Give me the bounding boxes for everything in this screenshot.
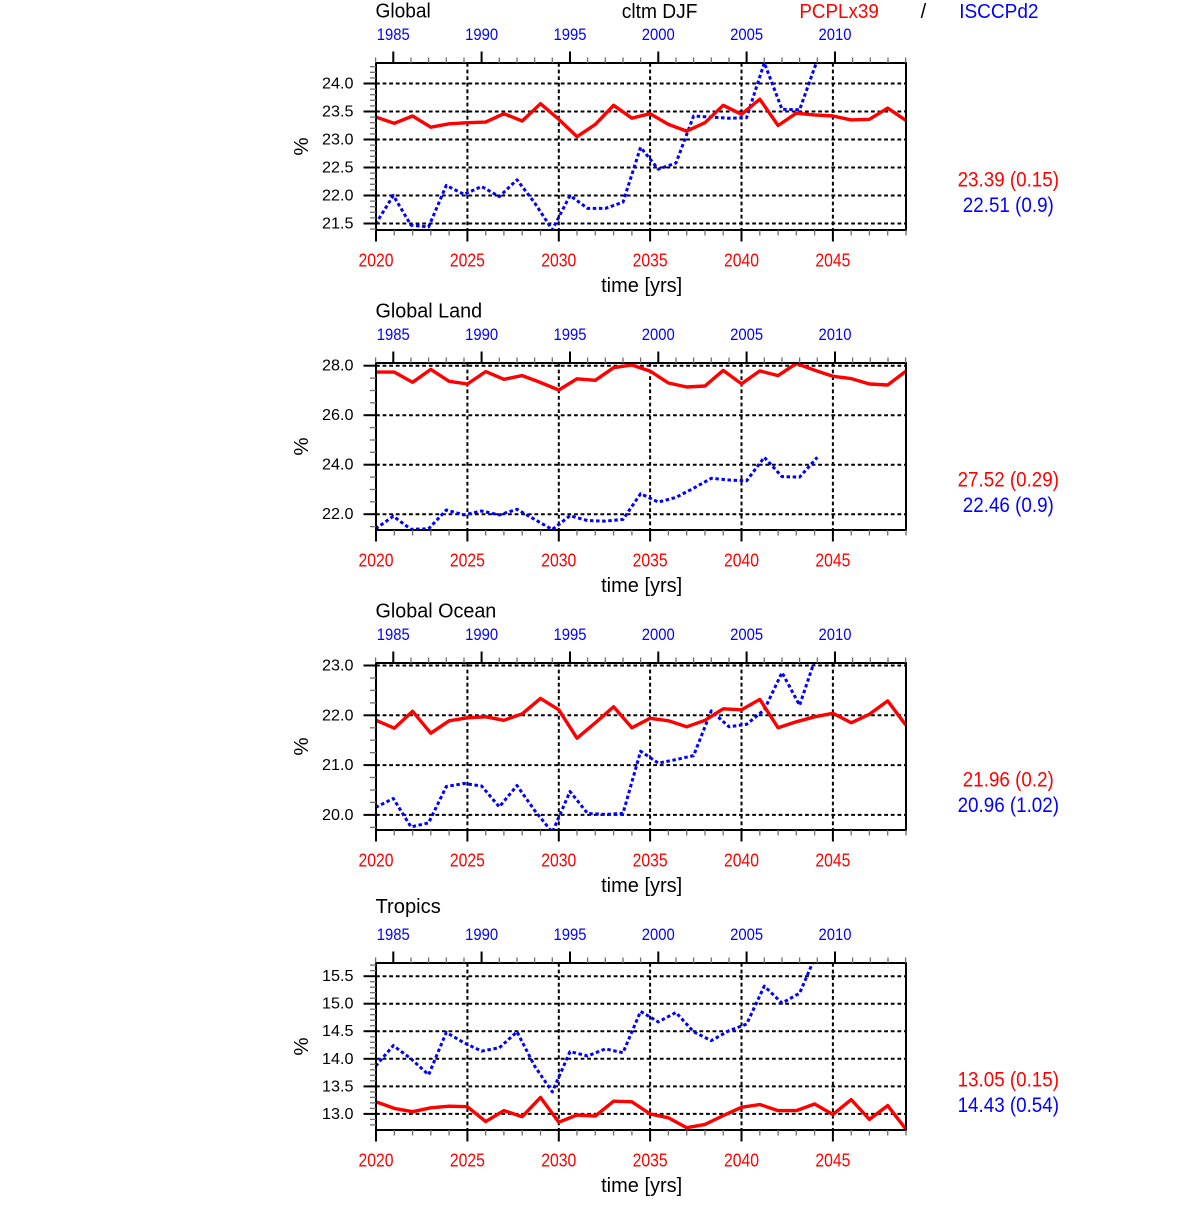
svg-text:time [yrs]: time [yrs] [601,875,682,897]
svg-text:Global Ocean: Global Ocean [376,601,497,623]
svg-text:2020: 2020 [359,1151,394,1171]
svg-text:ISCCPd2: ISCCPd2 [959,1,1038,23]
svg-text:13.05 (0.15): 13.05 (0.15) [958,1067,1059,1091]
svg-text:2030: 2030 [541,1151,576,1171]
svg-text:%: % [290,1037,313,1055]
svg-text:1995: 1995 [554,325,587,344]
svg-text:2040: 2040 [724,1151,759,1171]
svg-text:Global Land: Global Land [376,301,483,323]
svg-text:PCPLx39: PCPLx39 [799,1,878,23]
svg-text:14.0: 14.0 [322,1051,354,1068]
svg-text:22.0: 22.0 [322,707,354,724]
svg-text:2020: 2020 [359,851,394,871]
svg-text:22.0: 22.0 [322,188,354,205]
svg-text:2000: 2000 [642,325,675,344]
svg-text:14.5: 14.5 [322,1023,354,1040]
svg-text:%: % [290,737,313,755]
svg-text:2040: 2040 [724,551,759,571]
svg-text:14.43 (0.54): 14.43 (0.54) [958,1093,1059,1117]
svg-text:23.5: 23.5 [322,104,354,121]
svg-text:2025: 2025 [450,551,485,571]
svg-text:2040: 2040 [724,851,759,871]
svg-text:1990: 1990 [465,625,498,644]
svg-text:%: % [290,137,313,155]
svg-text:cltm DJF: cltm DJF [622,1,698,23]
svg-text:2005: 2005 [730,325,763,344]
svg-text:2005: 2005 [730,625,763,644]
svg-text:22.46 (0.9): 22.46 (0.9) [963,493,1054,517]
svg-text:2025: 2025 [450,1151,485,1171]
svg-text:1990: 1990 [465,25,498,44]
svg-text:2035: 2035 [633,551,668,571]
svg-text:2020: 2020 [359,551,394,571]
svg-text:23.39 (0.15): 23.39 (0.15) [958,167,1059,191]
svg-text:2025: 2025 [450,251,485,271]
svg-text:23.0: 23.0 [322,132,354,149]
svg-text:2010: 2010 [819,925,852,944]
svg-text:2040: 2040 [724,251,759,271]
svg-text:2010: 2010 [819,625,852,644]
svg-text:time [yrs]: time [yrs] [601,275,682,297]
svg-text:21.0: 21.0 [322,757,354,774]
svg-text:22.51 (0.9): 22.51 (0.9) [963,193,1054,217]
svg-text:time [yrs]: time [yrs] [601,1175,682,1197]
svg-text:1985: 1985 [377,625,410,644]
svg-text:28.0: 28.0 [322,358,354,375]
svg-text:1985: 1985 [377,25,410,44]
svg-text:15.5: 15.5 [322,968,354,985]
svg-text:2035: 2035 [633,1151,668,1171]
svg-text:23.0: 23.0 [322,658,354,675]
svg-text:22.5: 22.5 [322,160,354,177]
svg-text:1985: 1985 [377,925,410,944]
svg-text:24.0: 24.0 [322,457,354,474]
svg-text:Global: Global [376,1,431,23]
svg-text:1995: 1995 [554,625,587,644]
svg-text:1990: 1990 [465,325,498,344]
svg-text:20.96 (1.02): 20.96 (1.02) [958,793,1059,817]
svg-text:2000: 2000 [642,625,675,644]
svg-text:2010: 2010 [819,325,852,344]
svg-text:2000: 2000 [642,925,675,944]
svg-text:%: % [290,437,313,455]
svg-text:2005: 2005 [730,25,763,44]
svg-text:2045: 2045 [815,251,850,271]
svg-text:2035: 2035 [633,251,668,271]
svg-text:15.0: 15.0 [322,996,354,1013]
svg-text:13.0: 13.0 [322,1106,354,1123]
svg-text:24.0: 24.0 [322,76,354,93]
svg-text:1990: 1990 [465,925,498,944]
svg-text:27.52 (0.29): 27.52 (0.29) [958,467,1059,491]
svg-text:1995: 1995 [554,25,587,44]
svg-text:13.5: 13.5 [322,1078,354,1095]
svg-text:21.96 (0.2): 21.96 (0.2) [963,767,1054,791]
svg-text:2045: 2045 [815,1151,850,1171]
svg-text:/: / [921,1,927,23]
svg-text:2045: 2045 [815,851,850,871]
svg-text:2035: 2035 [633,851,668,871]
svg-text:2020: 2020 [359,251,394,271]
svg-text:22.0: 22.0 [322,506,354,523]
svg-text:21.5: 21.5 [322,216,354,233]
svg-text:1995: 1995 [554,925,587,944]
svg-text:26.0: 26.0 [322,407,354,424]
svg-text:time [yrs]: time [yrs] [601,575,682,597]
svg-text:2010: 2010 [819,25,852,44]
svg-text:2030: 2030 [541,551,576,571]
svg-text:1985: 1985 [377,325,410,344]
svg-text:2000: 2000 [642,25,675,44]
svg-text:2005: 2005 [730,925,763,944]
svg-text:2045: 2045 [815,551,850,571]
svg-text:Tropics: Tropics [376,896,441,918]
svg-text:2030: 2030 [541,251,576,271]
svg-text:20.0: 20.0 [322,807,354,824]
svg-text:2030: 2030 [541,851,576,871]
svg-text:2025: 2025 [450,851,485,871]
